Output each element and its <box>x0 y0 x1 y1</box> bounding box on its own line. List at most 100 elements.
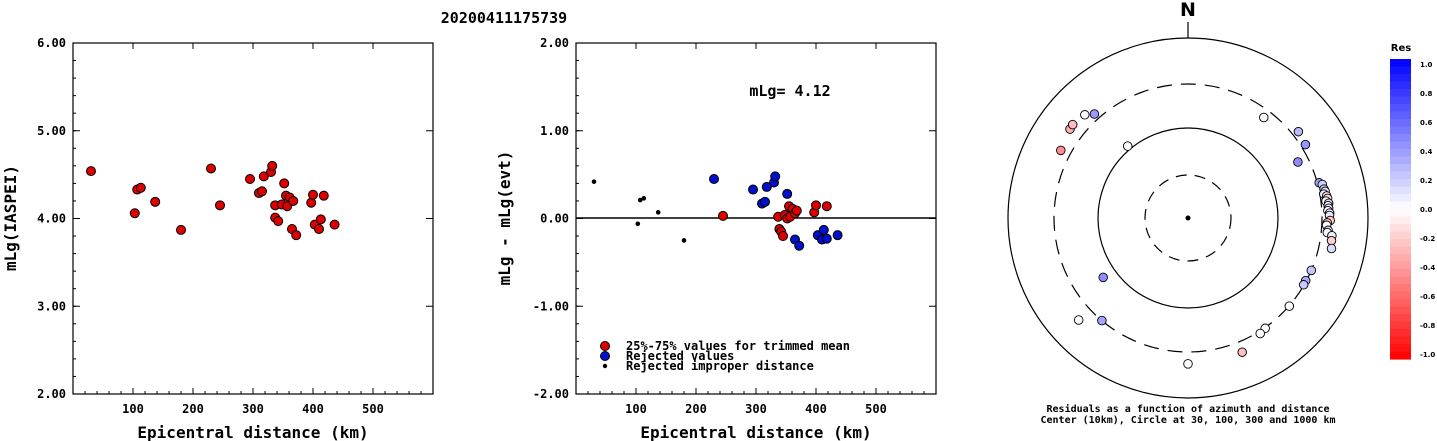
station-marker <box>1073 315 1084 325</box>
colorbar-tick-label: -0.2 <box>1420 235 1435 243</box>
colorbar-tick-label: 0.2 <box>1420 177 1433 185</box>
ring-300km <box>1053 83 1323 353</box>
legend-marker-red <box>600 341 610 351</box>
residual-colorbar: Res 1.0 0.8 0.6 0.4 0.2 0.0 -0.2 -0.4 -0.6 -0.8 -1… <box>1390 43 1435 360</box>
colorbar-segment <box>1390 224 1411 233</box>
ring-1000km <box>1007 37 1369 399</box>
station-marker <box>1284 301 1295 311</box>
y-tick-label: 1.00 <box>540 124 569 138</box>
rejected-point <box>794 240 805 251</box>
event-title: 20200411175739 <box>441 9 567 27</box>
colorbar-segment <box>1390 209 1411 218</box>
y-tick-label: 4.00 <box>37 212 66 226</box>
station-marker <box>1056 145 1066 156</box>
data-point <box>291 230 302 241</box>
colorbar-segment <box>1390 231 1411 240</box>
station-marker <box>1255 328 1265 339</box>
colorbar-tick-label: -0.6 <box>1420 293 1435 301</box>
rejected-point <box>832 230 843 241</box>
colorbar-tick-label: 0.0 <box>1420 206 1433 214</box>
y-tick-label: 0.00 <box>540 212 569 226</box>
colorbar-segment <box>1390 246 1411 255</box>
station-marker <box>1298 280 1309 290</box>
plot-frame <box>72 42 434 395</box>
data-point <box>135 182 146 193</box>
trimmed-mean-point <box>821 201 832 212</box>
station-marker <box>1089 109 1100 119</box>
rejected-point <box>782 188 793 199</box>
colorbar-segment <box>1390 104 1411 113</box>
colorbar-segment <box>1390 336 1411 345</box>
y-tick-label: 2.00 <box>37 387 66 401</box>
colorbar-segment <box>1390 171 1411 180</box>
caption-line-1: Residuals as a function of azimuth and d… <box>1047 403 1330 415</box>
station-marker <box>1293 157 1303 167</box>
station-marker <box>1306 265 1317 276</box>
data-point <box>308 189 318 200</box>
colorbar-segment <box>1390 329 1411 338</box>
data-point <box>176 224 186 235</box>
data-point <box>215 200 225 211</box>
station-marker <box>1300 139 1311 150</box>
colorbar-segment <box>1390 299 1411 308</box>
station-marker <box>1183 359 1193 369</box>
colorbar-segment <box>1390 111 1411 120</box>
y-tick-label: 6.00 <box>37 36 66 50</box>
data-point <box>245 174 255 185</box>
x-tick-label: 500 <box>362 402 384 416</box>
rejected-point <box>760 196 770 207</box>
colorbar-segment <box>1390 291 1411 300</box>
residual-vs-distance-chart: 100 200 300 400 500 -2.00 -1.00 0.00 1.00 2.00 mL… <box>495 36 937 441</box>
colorbar-segment <box>1390 321 1411 330</box>
x-tick-label: 100 <box>625 402 647 416</box>
x-tick-label: 200 <box>685 402 707 416</box>
data-point <box>267 160 278 171</box>
data-point <box>86 166 96 177</box>
caption-line-2: Center (10km), Circle at 30, 100, 300 an… <box>1040 414 1335 426</box>
colorbar-segment <box>1390 284 1411 293</box>
x-axis-label: Epicentral distance (km) <box>640 423 871 441</box>
data-point <box>314 224 324 235</box>
station-marker <box>1259 112 1269 123</box>
legend: 25%-75% values for trimmed mean Rejected… <box>600 339 850 373</box>
y-tick-label: -1.00 <box>533 299 569 313</box>
rejected-point <box>821 233 832 244</box>
improper-distance-point <box>635 221 641 227</box>
data-point <box>315 214 326 225</box>
y-axis-label: mLg - mLg(evt) <box>495 151 514 286</box>
legend-marker-black <box>602 363 608 369</box>
legend-label-trimmed: 25%-75% values for trimmed mean <box>626 339 850 353</box>
colorbar-segment <box>1390 314 1411 323</box>
colorbar-segment <box>1390 201 1411 210</box>
data-point <box>150 196 161 207</box>
y-axis-label: mLg(IASPEI) <box>1 165 20 271</box>
data-point <box>206 163 216 174</box>
colorbar-segment <box>1390 149 1411 158</box>
data-point <box>257 186 267 197</box>
colorbar-segment <box>1390 66 1411 75</box>
improper-distance-point <box>641 196 647 201</box>
station-marker <box>1122 141 1133 151</box>
colorbar-segment <box>1390 156 1411 165</box>
magnitude-vs-distance-chart: 100 200 300 400 500 2.00 3.00 4.00 5.00 6.00 Epic… <box>1 36 434 441</box>
trimmed-mean-point <box>778 231 788 242</box>
legend-label-improper: Rejected improper distance <box>626 359 814 373</box>
ring-100km <box>1097 127 1279 309</box>
colorbar-segment <box>1390 216 1411 225</box>
colorbar-segment <box>1390 126 1411 135</box>
trimmed-mean-point <box>811 200 821 211</box>
station-marker <box>1293 126 1304 137</box>
data-point <box>129 208 140 219</box>
ring-30km <box>1144 174 1232 262</box>
data-point <box>258 171 269 182</box>
x-axis-label: Epicentral distance (km) <box>137 423 368 441</box>
colorbar-segment <box>1390 119 1411 128</box>
colorbar-segment <box>1390 344 1411 353</box>
data-point <box>318 190 329 201</box>
x-tick-label: 300 <box>745 402 767 416</box>
colorbar-segment <box>1390 239 1411 248</box>
colorbar-tick-label: -0.4 <box>1420 264 1435 272</box>
station-marker <box>1098 272 1108 283</box>
colorbar-segment <box>1390 141 1411 150</box>
